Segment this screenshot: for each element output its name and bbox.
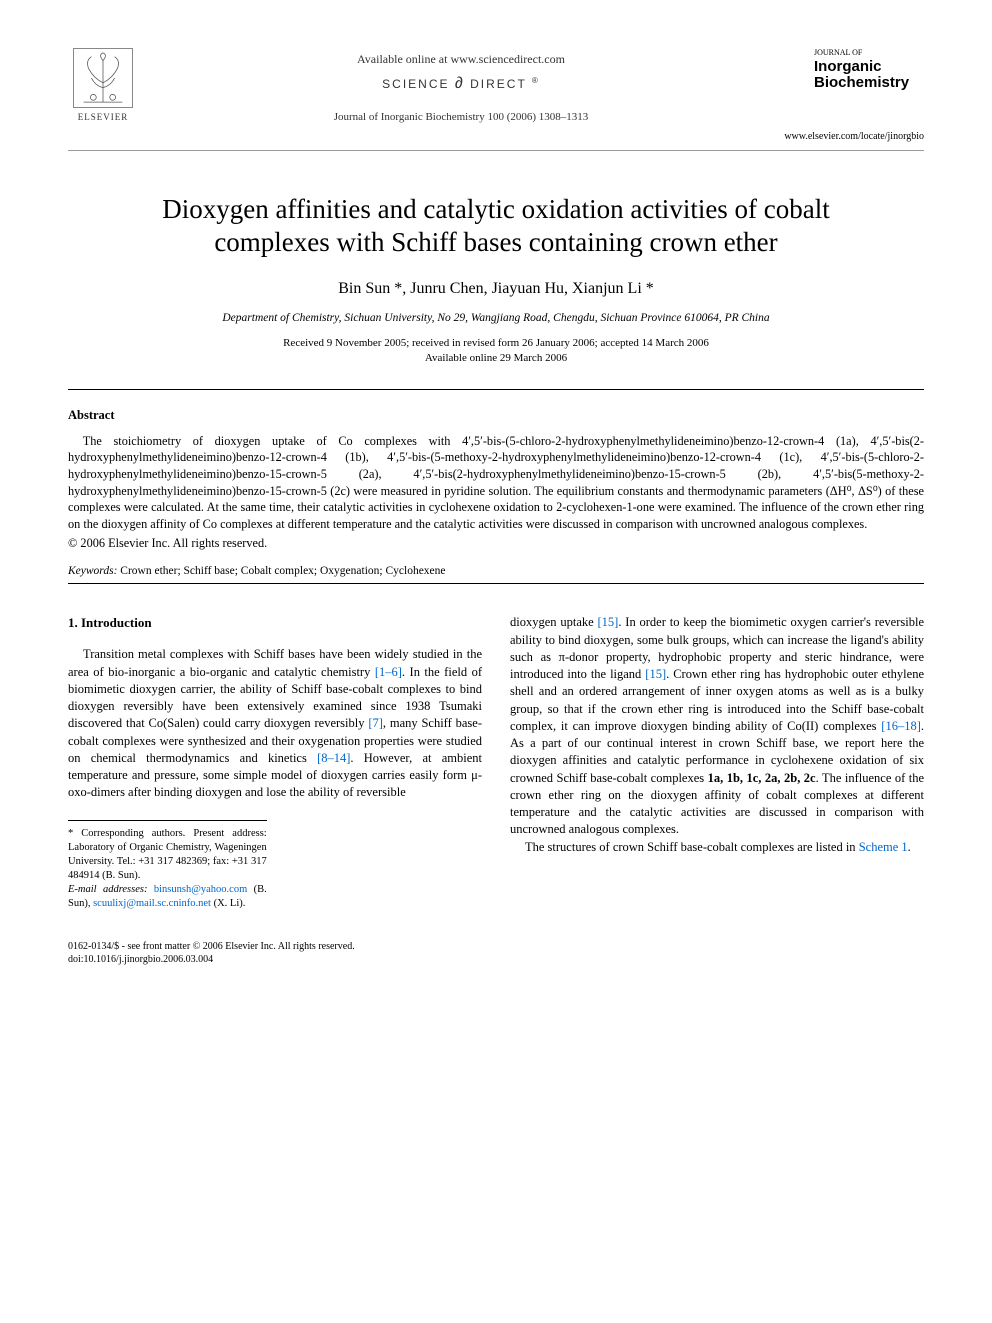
header-center: Available online at www.sciencedirect.co… (138, 48, 784, 123)
p3a: The structures of crown Schiff base-coba… (525, 840, 859, 854)
ref-link-3[interactable]: [8–14] (317, 751, 350, 765)
publisher-name: ELSEVIER (68, 112, 138, 122)
article-title: Dioxygen affinities and catalytic oxidat… (108, 193, 884, 261)
header-rule (68, 150, 924, 151)
publisher-logo: ELSEVIER (68, 48, 138, 122)
abstract-text: The stoichiometry of dioxygen uptake of … (68, 433, 924, 533)
email-line: E-mail addresses: binsunsh@yahoo.com (B.… (68, 883, 267, 911)
email2-who: (X. Li). (211, 898, 245, 909)
journal-name-line1: Inorganic (784, 59, 924, 75)
sd-d-icon: ∂ (455, 75, 465, 92)
right-column: dioxygen uptake [15]. In order to keep t… (510, 614, 924, 911)
journal-name-line2: Biochemistry (784, 75, 924, 91)
author-list: Bin Sun *, Junru Chen, Jiayuan Hu, Xianj… (68, 280, 924, 298)
page-footer-meta: 0162-0134/$ - see front matter © 2006 El… (68, 940, 924, 966)
footnotes-block: * Corresponding authors. Present address… (68, 820, 267, 912)
abstract-heading: Abstract (68, 408, 924, 423)
email-link-1[interactable]: binsunsh@yahoo.com (154, 884, 247, 895)
p2a: dioxygen uptake (510, 615, 598, 629)
ref-link-5[interactable]: [15] (645, 667, 666, 681)
ref-link-4[interactable]: [15] (598, 615, 619, 629)
sciencedirect-logo: SCIENCE ∂ DIRECT ® (138, 75, 784, 93)
keywords-list: Crown ether; Schiff base; Cobalt complex… (120, 565, 445, 577)
available-online-line: Available online 29 March 2006 (68, 351, 924, 366)
abstract-bottom-rule (68, 583, 924, 584)
sd-word1: SCIENCE (382, 77, 449, 91)
p3b: . (908, 840, 911, 854)
journal-citation-line: Journal of Inorganic Biochemistry 100 (2… (138, 111, 784, 123)
intro-paragraph-2: The structures of crown Schiff base-coba… (510, 839, 924, 856)
email-label: E-mail addresses: (68, 884, 147, 895)
intro-paragraph-1: Transition metal complexes with Schiff b… (68, 646, 482, 801)
sd-word2: DIRECT (470, 77, 526, 91)
page-header: ELSEVIER Available online at www.science… (68, 48, 924, 142)
keywords-line: Keywords: Crown ether; Schiff base; Coba… (68, 565, 924, 577)
journal-url: www.elsevier.com/locate/jinorgbio (784, 131, 924, 142)
abstract-copyright: © 2006 Elsevier Inc. All rights reserved… (68, 536, 924, 551)
journal-logo-block: JOURNAL OF Inorganic Biochemistry www.el… (784, 48, 924, 142)
corresponding-author-note: * Corresponding authors. Present address… (68, 827, 267, 884)
sd-reg-icon: ® (532, 76, 540, 85)
scheme-link-1[interactable]: Scheme 1 (859, 840, 908, 854)
intro-paragraph-1-cont: dioxygen uptake [15]. In order to keep t… (510, 614, 924, 838)
abstract-top-rule (68, 389, 924, 390)
doi-line: doi:10.1016/j.jinorgbio.2006.03.004 (68, 953, 924, 966)
left-column: 1. Introduction Transition metal complex… (68, 614, 482, 911)
journal-name-prefix: JOURNAL OF (784, 48, 924, 57)
email-link-2[interactable]: scuulixj@mail.sc.cninfo.net (93, 898, 211, 909)
article-dates: Received 9 November 2005; received in re… (68, 336, 924, 367)
keywords-label: Keywords: (68, 565, 117, 577)
body-columns: 1. Introduction Transition metal complex… (68, 614, 924, 911)
elsevier-tree-icon (73, 48, 133, 108)
available-online-text: Available online at www.sciencedirect.co… (138, 52, 784, 67)
compound-list-bold: 1a, 1b, 1c, 2a, 2b, 2c (708, 771, 816, 785)
ref-link-1[interactable]: [1–6] (375, 665, 402, 679)
section-heading-1: 1. Introduction (68, 614, 482, 632)
received-line: Received 9 November 2005; received in re… (68, 336, 924, 351)
ref-link-6[interactable]: [16–18] (881, 719, 921, 733)
ref-link-2[interactable]: [7] (368, 716, 383, 730)
affiliation: Department of Chemistry, Sichuan Univers… (68, 312, 924, 324)
front-matter-line: 0162-0134/$ - see front matter © 2006 El… (68, 940, 924, 953)
